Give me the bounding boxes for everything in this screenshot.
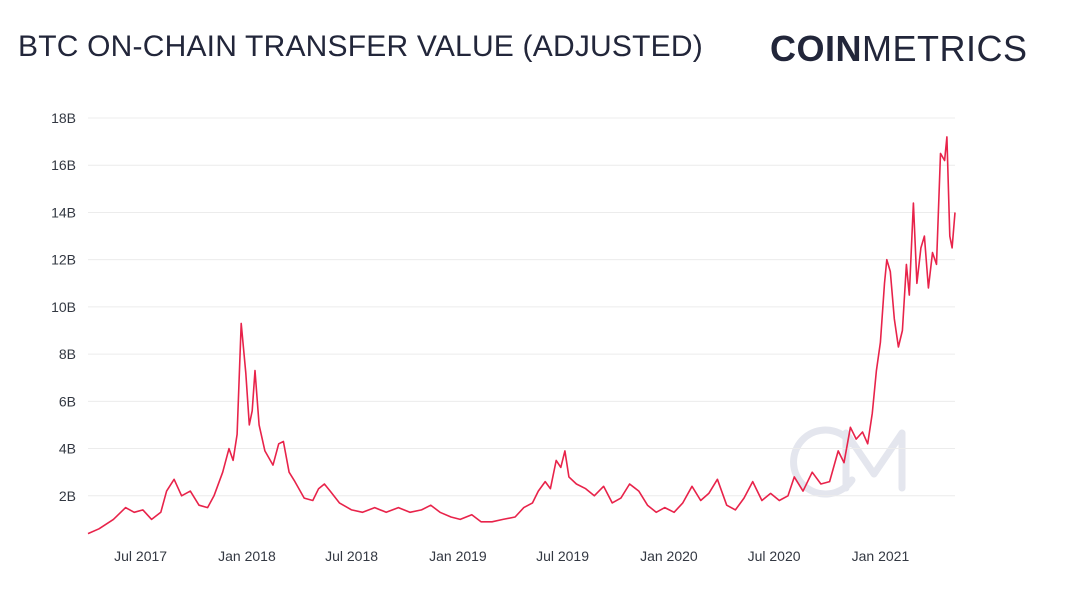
- y-axis-ticks: 2B 4B 6B 8B 10B 12B 14B 16B 18B: [51, 110, 76, 504]
- x-tick-label: Jul 2017: [114, 548, 167, 564]
- y-tick-label: 14B: [51, 204, 76, 220]
- x-tick-label: Jan 2021: [852, 548, 910, 564]
- y-tick-label: 12B: [51, 252, 76, 268]
- x-tick-label: Jan 2018: [218, 548, 276, 564]
- series-lines: [87, 136, 956, 535]
- y-tick-label: 8B: [59, 346, 76, 362]
- chart-title: BTC ON-CHAIN TRANSFER VALUE (ADJUSTED): [18, 30, 703, 63]
- coinmetrics-logo: COINMETRICS: [770, 28, 1028, 70]
- logo-text-light: METRICS: [862, 28, 1028, 69]
- y-tick-label: 16B: [51, 157, 76, 173]
- y-tick-label: 4B: [59, 441, 76, 457]
- grid-lines: [88, 117, 955, 497]
- x-tick-label: Jul 2018: [325, 548, 378, 564]
- y-tick-label: 2B: [59, 488, 76, 504]
- y-tick-label: 6B: [59, 393, 76, 409]
- x-tick-label: Jul 2019: [536, 548, 589, 564]
- x-tick-label: Jan 2019: [429, 548, 487, 564]
- y-tick-label: 18B: [51, 110, 76, 126]
- logo-text-bold: COIN: [770, 28, 862, 69]
- x-tick-label: Jul 2020: [748, 548, 801, 564]
- series-line: [87, 136, 956, 535]
- y-tick-label: 10B: [51, 299, 76, 315]
- x-tick-label: Jan 2020: [640, 548, 698, 564]
- x-axis-ticks: Jul 2017 Jan 2018 Jul 2018 Jan 2019 Jul 2019…: [114, 548, 909, 564]
